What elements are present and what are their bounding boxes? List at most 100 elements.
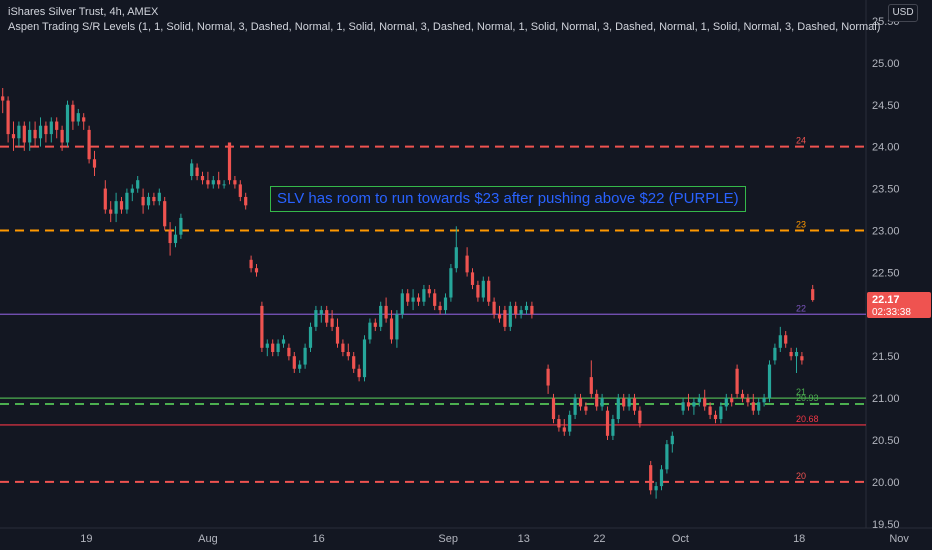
candle-body <box>82 117 86 122</box>
candle <box>335 318 340 348</box>
candle <box>519 305 523 319</box>
candle-body <box>17 125 21 139</box>
candle-body <box>492 301 496 315</box>
candle <box>589 360 593 399</box>
candle <box>141 188 145 214</box>
candle-body <box>724 398 728 407</box>
candle-body <box>146 196 151 206</box>
candle-body <box>746 398 750 403</box>
candle-body <box>773 347 777 361</box>
candle <box>476 280 480 302</box>
candle <box>173 226 178 248</box>
candle-body <box>638 410 642 424</box>
candle <box>103 180 107 214</box>
candle <box>17 121 21 147</box>
candle-body <box>584 406 588 411</box>
candle-body <box>71 104 75 122</box>
candle <box>1 88 5 114</box>
candle <box>546 364 550 394</box>
candle-body <box>713 414 718 420</box>
candle-body <box>217 180 221 185</box>
candle-body <box>33 129 37 139</box>
price-tick-label: 24.00 <box>872 142 900 154</box>
currency-button[interactable]: USD <box>888 4 918 22</box>
candle-body <box>487 280 491 302</box>
price-tick-label: 21.00 <box>872 393 900 405</box>
time-axis[interactable]: 19 Aug 16 Sep 13 22 Oct 18 Nov <box>80 533 909 545</box>
candle <box>411 289 415 311</box>
candle-body <box>389 318 394 340</box>
candle-body <box>298 364 302 369</box>
price-axis[interactable]: 25.5025.0024.5024.0023.5023.0022.5021.50… <box>872 16 900 531</box>
candle <box>395 310 399 348</box>
candle <box>503 305 507 332</box>
symbol-title[interactable]: iShares Silver Trust, 4h, AMEX <box>8 6 159 18</box>
candle <box>557 414 561 432</box>
candle <box>314 305 318 332</box>
time-tick-label: 16 <box>312 533 324 545</box>
last-price-label: 22.17 <box>872 294 900 306</box>
candle-body <box>616 398 620 420</box>
indicator-legend[interactable]: Aspen Trading S/R Levels (1, 1, Solid, N… <box>8 21 881 33</box>
candle-body <box>325 310 329 323</box>
candle-body <box>254 268 259 273</box>
candle-body <box>627 398 631 407</box>
candle <box>638 406 642 428</box>
candle <box>190 159 194 181</box>
candle <box>422 284 426 306</box>
candle-body <box>287 347 291 357</box>
candle-body <box>508 305 512 327</box>
candle <box>384 297 388 323</box>
candle-body <box>730 398 734 403</box>
candle <box>330 310 334 332</box>
time-tick-label: 13 <box>518 533 530 545</box>
candle <box>233 176 237 189</box>
candle <box>622 393 626 411</box>
candle <box>611 414 615 440</box>
candle <box>584 402 588 415</box>
candle <box>157 188 161 206</box>
candle-body <box>476 284 480 298</box>
time-tick-label: 19 <box>80 533 92 545</box>
candle <box>28 121 32 151</box>
time-tick-label: Oct <box>672 533 689 545</box>
candle-body <box>379 305 383 327</box>
candle <box>724 393 728 411</box>
candle-body <box>719 406 723 420</box>
candle <box>703 389 707 411</box>
candle <box>778 326 782 352</box>
candle-body <box>195 167 199 176</box>
candle <box>568 410 572 436</box>
candle-body <box>292 356 296 369</box>
candle <box>211 176 215 189</box>
candle <box>670 431 674 453</box>
price-tick-label: 20.50 <box>872 435 900 447</box>
annotation-textbox[interactable]: SLV has room to run towards $23 after pu… <box>270 186 746 212</box>
candle <box>76 108 80 126</box>
candle <box>719 402 723 424</box>
candle <box>287 343 291 361</box>
candle <box>794 347 799 373</box>
candle-body <box>568 414 572 432</box>
candle <box>6 96 10 143</box>
candle <box>443 293 448 315</box>
candle-body <box>222 184 226 186</box>
candle-body <box>530 305 534 315</box>
candle-body <box>103 188 107 210</box>
candle <box>735 364 739 399</box>
candle-body <box>557 419 561 428</box>
candle-body <box>76 113 80 122</box>
price-tick-label: 25.00 <box>872 58 900 70</box>
price-tick-label: 22.50 <box>872 267 900 279</box>
candle-body <box>65 104 70 143</box>
candle-body <box>303 347 307 365</box>
candle <box>200 171 205 185</box>
candle-body <box>573 398 577 415</box>
candle <box>146 192 151 210</box>
candle-body <box>395 314 399 340</box>
candle <box>433 289 437 311</box>
candle <box>681 398 685 415</box>
candle <box>654 481 658 499</box>
